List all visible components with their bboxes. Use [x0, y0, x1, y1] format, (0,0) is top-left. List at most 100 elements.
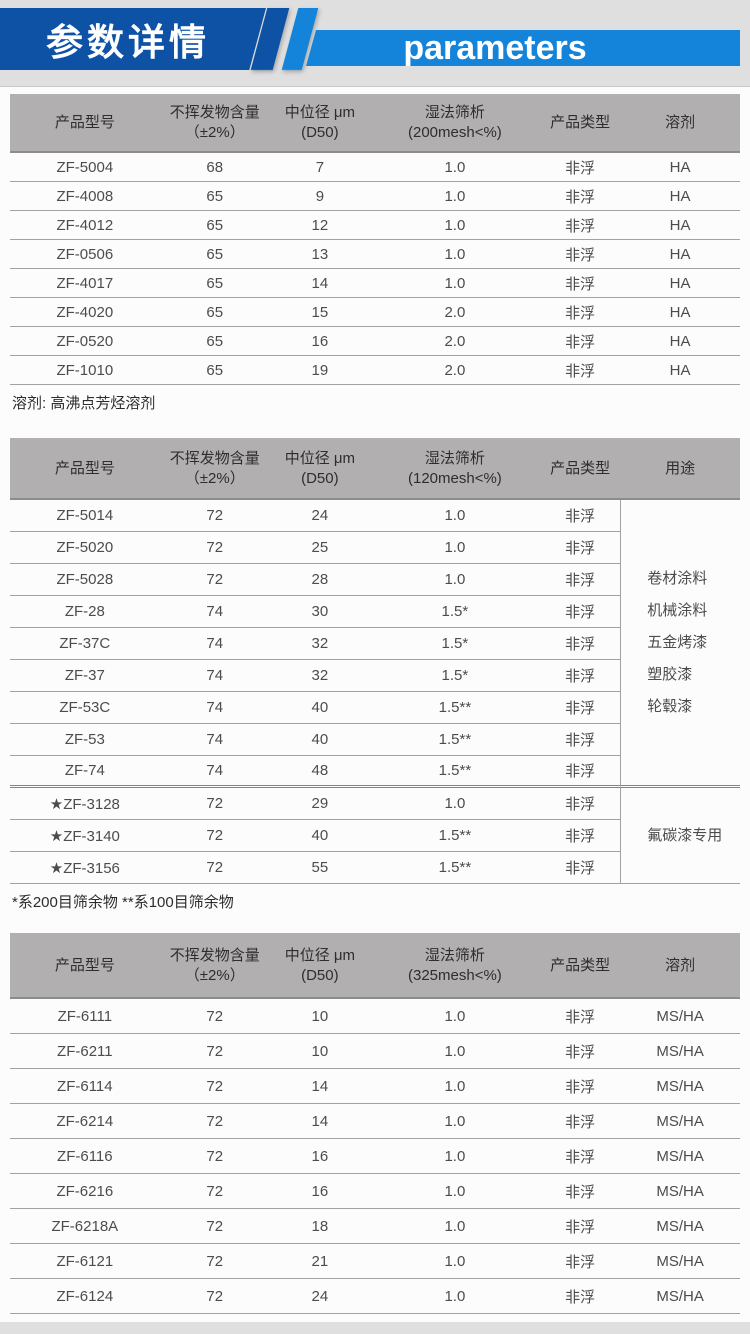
usage-line: 轮毂漆 — [647, 697, 693, 715]
cell-solvent: HA — [620, 327, 740, 356]
cell-content: 72 — [159, 999, 270, 1034]
cell-content: 72 — [159, 1244, 270, 1279]
cell-d50: 10 — [269, 999, 370, 1034]
cell-d50: 16 — [269, 1174, 370, 1209]
cell-sieve: 1.0 — [369, 1244, 540, 1279]
cell-content: 72 — [159, 1209, 270, 1244]
cell-content: 72 — [159, 1034, 270, 1069]
cell-sieve: 1.0 — [369, 1279, 540, 1314]
cell-model: ZF-37 — [10, 660, 160, 692]
cell-content: 74 — [159, 756, 270, 788]
column-header-sieve: 湿法筛析 (325mesh<%) — [408, 946, 502, 984]
cell-solvent: MS/HA — [620, 1069, 740, 1104]
page-title-en: parameters — [403, 28, 587, 67]
column-header-content: 不挥发物含量 （±2%） — [169, 449, 260, 487]
cell-sieve: 1.0 — [369, 1174, 540, 1209]
cell-model: ZF-4008 — [10, 182, 160, 211]
page-title-cn: 参数详情 — [46, 22, 210, 63]
cell-sieve: 2.0 — [369, 356, 540, 385]
cell-sieve: 1.0 — [369, 153, 540, 182]
cell-model: ZF-53 — [10, 724, 160, 756]
cell-solvent: MS/HA — [620, 1209, 740, 1244]
banner-title-cn-box: 参数详情 — [0, 8, 266, 70]
cell-d50: 18 — [269, 1209, 370, 1244]
cell-model: ★ZF-3140 — [10, 820, 160, 852]
cell-model: ZF-6114 — [10, 1069, 160, 1104]
cell-sieve: 1.0 — [369, 999, 540, 1034]
cell-content: 65 — [159, 240, 270, 269]
cell-content: 72 — [159, 820, 270, 852]
cell-model: ZF-6111 — [10, 999, 160, 1034]
cell-type: 非浮 — [539, 788, 621, 820]
cell-sieve: 1.5* — [369, 628, 540, 660]
cell-d50: 29 — [269, 788, 370, 820]
cell-model: ZF-6121 — [10, 1244, 160, 1279]
cell-model: ZF-0506 — [10, 240, 160, 269]
cell-type: 非浮 — [539, 211, 621, 240]
cell-solvent: HA — [620, 240, 740, 269]
cell-sieve: 1.0 — [369, 500, 540, 532]
cell-content: 72 — [159, 1174, 270, 1209]
cell-d50: 19 — [269, 356, 370, 385]
cell-d50: 14 — [269, 269, 370, 298]
usage-line: 塑胶漆 — [647, 665, 693, 683]
cell-sieve: 1.0 — [369, 564, 540, 596]
solvent-note: 溶剂: 高沸点芳烃溶剂 — [12, 395, 156, 412]
cell-sieve: 1.0 — [369, 1069, 540, 1104]
cell-content: 74 — [159, 692, 270, 724]
table-2-body: 卷材涂料 机械涂料 五金烤漆 塑胶漆 轮毂漆 氟碳漆专用 ZF-5014 72 24 1… — [10, 500, 740, 884]
cell-model: ZF-5014 — [10, 500, 160, 532]
cell-solvent: HA — [620, 269, 740, 298]
cell-d50: 40 — [269, 820, 370, 852]
cell-solvent: MS/HA — [620, 1139, 740, 1174]
cell-content: 72 — [159, 564, 270, 596]
table-solvent-msha: 产品型号 不挥发物含量 （±2%） 中位径 μm (D50) 湿法筛析 (325mes… — [10, 933, 740, 1314]
cell-type: 非浮 — [539, 564, 621, 596]
column-header-model: 产品型号 — [54, 114, 115, 131]
cell-d50: 48 — [269, 756, 370, 788]
usage-cell-general: 卷材涂料 机械涂料 五金烤漆 塑胶漆 轮毂漆 — [620, 500, 740, 788]
cell-type: 非浮 — [539, 1104, 621, 1139]
cell-solvent: MS/HA — [620, 1279, 740, 1314]
table-2-header: 产品型号 不挥发物含量 （±2%） 中位径 μm (D50) 湿法筛析 (120mes… — [10, 438, 740, 500]
cell-content: 72 — [159, 1104, 270, 1139]
cell-model: ZF-6211 — [10, 1034, 160, 1069]
cell-solvent: MS/HA — [620, 1104, 740, 1139]
usage-line: 氟碳漆专用 — [647, 826, 723, 844]
table-usage: 产品型号 不挥发物含量 （±2%） 中位径 μm (D50) 湿法筛析 (120mes… — [10, 438, 740, 884]
cell-d50: 16 — [269, 1139, 370, 1174]
column-header-usage: 用途 — [665, 459, 696, 477]
table-1-body: ZF-5004 68 7 1.0 非浮 HA ZF-4008 65 9 1.0 … — [10, 153, 740, 385]
column-header-d50: 中位径 μm (D50) — [284, 104, 356, 141]
cell-model: ZF-5028 — [10, 564, 160, 596]
cell-d50: 24 — [269, 1279, 370, 1314]
cell-content: 65 — [159, 182, 270, 211]
cell-model: ZF-6216 — [10, 1174, 160, 1209]
cell-sieve: 1.0 — [369, 240, 540, 269]
table-1-header: 产品型号 不挥发物含量 （±2%） 中位径 μm (D50) 湿法筛析 (200mes… — [10, 94, 740, 153]
table-solvent-ha: 产品型号 不挥发物含量 （±2%） 中位径 μm (D50) 湿法筛析 (200mes… — [10, 94, 740, 385]
column-header-d50: 中位径 μm (D50) — [284, 449, 356, 487]
cell-type: 非浮 — [539, 356, 621, 385]
cell-type: 非浮 — [539, 756, 621, 788]
cell-model: ZF-4017 — [10, 269, 160, 298]
column-header-content: 不挥发物含量 （±2%） — [169, 104, 260, 141]
cell-model: ZF-1010 — [10, 356, 160, 385]
cell-model: ZF-6214 — [10, 1104, 160, 1139]
column-header-model: 产品型号 — [54, 459, 115, 477]
cell-model: ZF-0520 — [10, 327, 160, 356]
cell-sieve: 1.0 — [369, 211, 540, 240]
cell-model: ZF-5004 — [10, 153, 160, 182]
cell-type: 非浮 — [539, 1139, 621, 1174]
cell-content: 72 — [159, 852, 270, 884]
usage-cell-fluorocarbon: 氟碳漆专用 — [620, 788, 740, 884]
cell-model: ZF-74 — [10, 756, 160, 788]
cell-model: ZF-5020 — [10, 532, 160, 564]
cell-model: ZF-37C — [10, 628, 160, 660]
cell-type: 非浮 — [539, 820, 621, 852]
cell-sieve: 1.0 — [369, 788, 540, 820]
column-header-solvent: 溶剂 — [665, 114, 696, 131]
cell-type: 非浮 — [539, 1034, 621, 1069]
table-3-header: 产品型号 不挥发物含量 （±2%） 中位径 μm (D50) 湿法筛析 (325mes… — [10, 933, 740, 999]
cell-d50: 12 — [269, 211, 370, 240]
